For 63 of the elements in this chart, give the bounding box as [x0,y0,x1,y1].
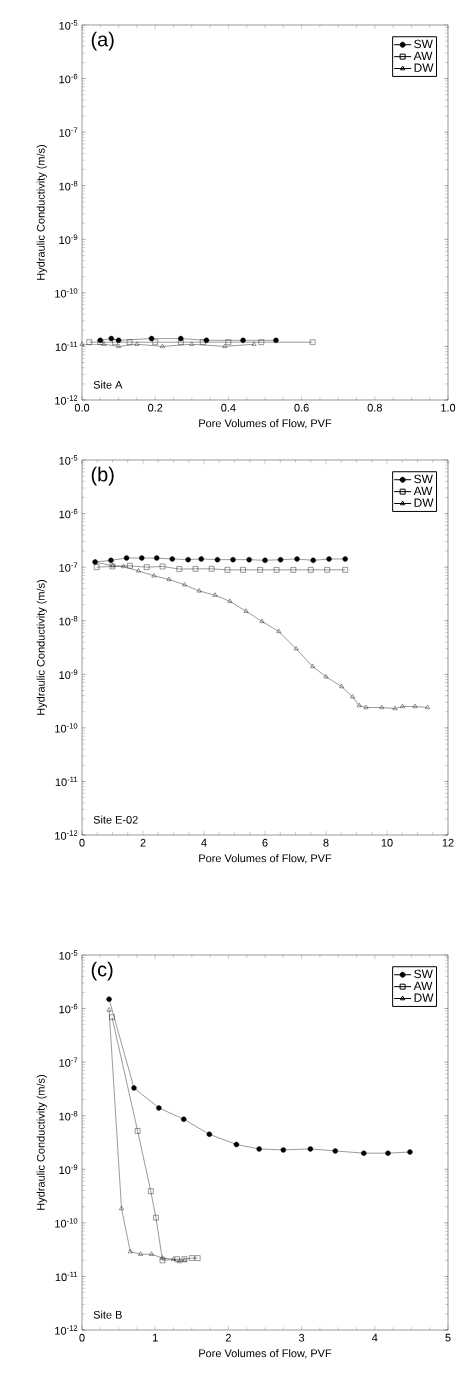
y-tick-label: 10$^{-7}$ [59,127,78,137]
y-tick-label: 10$^{-10}$ [55,723,78,733]
y-axis-title: Hydraulic Conductivity (m/s) [36,1075,47,1210]
annotation: (a) [91,31,114,51]
x-tick-label: 0 [79,1333,85,1342]
x-axis-title: Pore Volumes of Flow, PVF [199,1349,332,1359]
annotation: Site B [93,1310,122,1319]
x-tick-label: 0.0 [74,403,90,412]
x-tick-label: 4 [372,1333,378,1342]
x-tick-label: 0.2 [148,403,163,412]
y-tick-label: 10$^{-6}$ [59,1003,78,1014]
y-tick-label: 10$^{-12}$ [55,830,78,840]
legend-label: AW [413,51,433,60]
legend-label: AW [413,486,433,495]
x-tick-label: 3 [298,1333,305,1342]
annotation: Site A [93,380,123,389]
x-tick-label: 10 [381,838,393,847]
x-tick-label: 6 [262,838,268,847]
x-tick-label: 4 [201,838,207,847]
y-tick-label: 10$^{-6}$ [59,73,78,84]
annotation: (b) [91,466,114,486]
y-tick-label: 10$^{-5}$ [59,455,78,465]
y-tick-label: 10$^{-9}$ [59,1164,78,1175]
annotation: Site E-02 [93,815,138,824]
legend-label: DW [414,498,434,507]
legend-label: SW [414,39,433,49]
x-tick-label: 12 [442,838,454,847]
y-tick-label: 10$^{-8}$ [59,1111,78,1121]
x-tick-label: 2 [225,1333,231,1342]
x-tick-label: 0.6 [294,403,309,412]
x-tick-label: 0 [79,838,85,847]
x-tick-label: 2 [140,838,146,847]
y-tick-label: 10$^{-7}$ [59,1057,78,1067]
y-tick-label: 10$^{-11}$ [55,341,78,352]
y-tick-label: 10$^{-8}$ [59,616,78,626]
legend-label: SW [414,969,433,979]
legend-label: SW [414,474,433,484]
annotation: (c) [91,961,113,981]
y-axis-title: Hydraulic Conductivity (m/s) [36,580,47,715]
x-tick-label: 1.0 [441,403,456,412]
y-tick-label: 10$^{-5}$ [59,950,78,960]
y-tick-label: 10$^{-11}$ [55,776,78,787]
y-tick-label: 10$^{-9}$ [59,669,78,679]
x-tick-label: 0.8 [367,403,382,412]
x-tick-label: 1 [152,1333,158,1342]
x-tick-label: 5 [445,1333,451,1342]
y-tick-label: 10$^{-10}$ [55,288,78,298]
y-tick-label: 10$^{-9}$ [59,234,78,244]
y-tick-label: 10$^{-6}$ [59,508,78,519]
x-tick-label: 8 [323,838,329,847]
y-tick-label: 10$^{-5}$ [59,20,78,30]
x-tick-label: 0.4 [221,403,236,412]
legend-label: AW [413,981,433,990]
y-axis-title: Hydraulic Conductivity (m/s) [36,145,47,280]
y-tick-label: 10$^{-11}$ [55,1271,78,1282]
y-tick-label: 10$^{-7}$ [59,562,78,572]
x-axis-title: Pore Volumes of Flow, PVF [199,854,332,864]
y-tick-label: 10$^{-8}$ [59,180,78,191]
legend-label: DW [414,63,434,72]
x-axis-title: Pore Volumes of Flow, PVF [199,419,332,429]
y-tick-label: 10$^{-10}$ [55,1218,78,1228]
y-tick-label: 10$^{-12}$ [55,1325,78,1335]
legend-label: DW [414,993,434,1002]
